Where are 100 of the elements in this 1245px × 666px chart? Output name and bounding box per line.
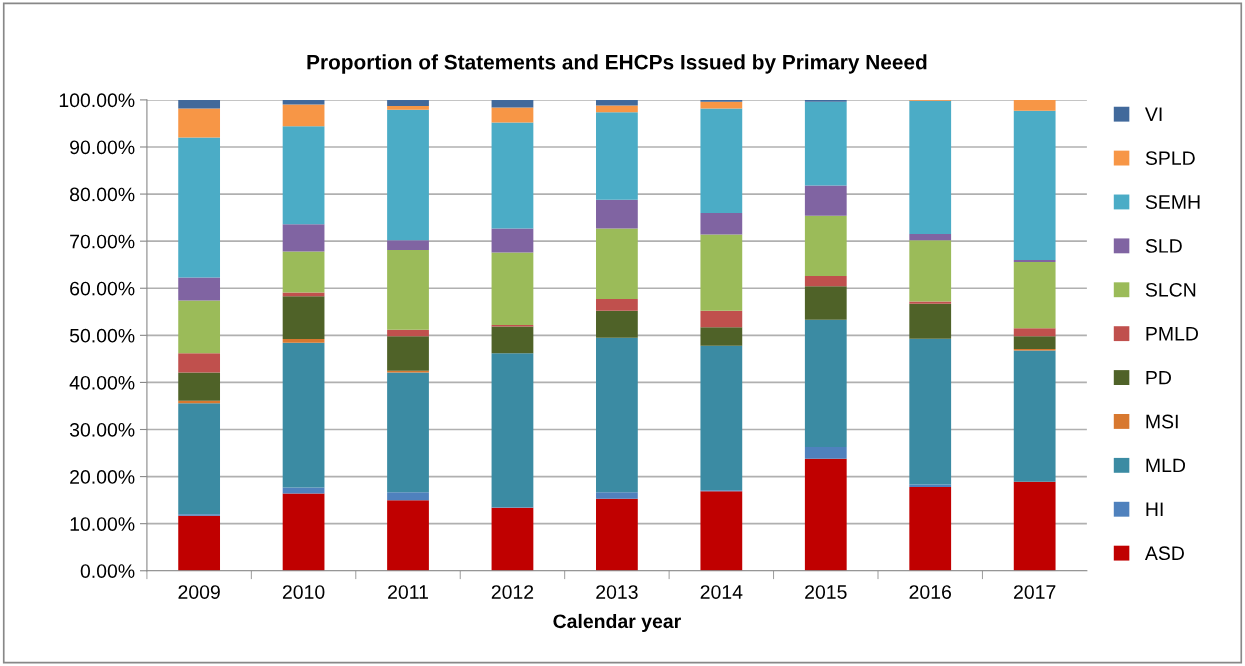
bar [387,500,429,571]
x-tick-label: 2014 [700,585,743,599]
bar [178,403,221,515]
bar [387,492,429,501]
bar [178,515,221,571]
legend-label: PMLD [1146,327,1198,341]
bar [804,276,847,287]
x-tick-label: 2009 [178,585,220,599]
y-tick-label: 30.00% [69,422,135,437]
legend-label: SPLD [1145,151,1195,166]
x-tick-label: 2016 [909,585,951,599]
y-tick-label: 50.00% [69,328,135,343]
bar [1013,261,1056,329]
bar [909,240,952,302]
y-tick-label: 40.00% [69,375,135,390]
bar [282,224,325,252]
bar [596,310,638,338]
bar [1013,99,1056,111]
y-tick-label: 60.00% [70,281,135,296]
bar [804,101,847,186]
bar [491,353,534,508]
bar [387,106,429,110]
bar [178,372,221,401]
bar [700,491,743,571]
bar [1013,350,1056,482]
legend-label: HI [1146,502,1163,516]
bar [491,252,534,325]
y-tick-label: 90.00% [70,140,135,155]
bar [700,345,743,491]
bar [282,251,325,293]
bar [1013,110,1056,260]
bar [491,228,534,253]
bar [804,446,847,459]
y-tick-label: 80.00% [70,187,135,202]
bar [909,100,952,235]
bar [596,498,638,571]
bar [1013,328,1056,337]
x-tick-label: 2015 [805,585,847,599]
bar [596,99,638,106]
bar [1013,481,1056,571]
bar [596,299,638,311]
bar [387,250,429,330]
bar [804,286,847,320]
bar [282,493,325,571]
bar [909,486,952,571]
bar [387,99,429,107]
bar [700,212,743,235]
bar [700,101,743,109]
bar [387,336,429,371]
x-axis-title: Calendar year [553,613,681,633]
bar [178,108,221,138]
bar [700,310,743,328]
legend-label: MLD [1146,458,1186,473]
bar [491,122,534,229]
bar [178,300,221,354]
bar [700,327,743,346]
y-tick-label: 100.00% [59,93,135,108]
bar [804,215,847,276]
legend-label: SEMH [1145,195,1200,209]
x-tick-label: 2017 [1014,585,1056,599]
bar [804,458,847,571]
bar [282,342,325,488]
legend-label: SLD [1145,239,1182,253]
legend-label: VI [1144,107,1162,121]
bar [387,372,429,493]
bar [909,234,952,241]
bar [282,296,325,340]
bar [491,326,534,354]
bar [282,487,325,494]
bar [909,338,952,485]
legend-label: MSI [1146,414,1178,429]
bar [282,292,325,297]
bar [596,199,638,229]
bar [596,228,638,300]
bar [596,112,638,200]
bar [282,339,325,343]
bar [700,234,743,311]
bar [178,277,221,301]
bar [596,105,638,113]
y-tick-label: 20.00% [70,470,135,484]
bar [1013,336,1056,349]
bar [804,319,847,447]
bar [282,126,325,225]
chart-title: Proportion of Statements and EHCPs Issued by Primary Neeed [307,54,927,74]
x-tick-label: 2012 [491,585,534,599]
bar [387,329,429,337]
bar [387,240,429,251]
y-tick-label: 10.00% [70,517,135,531]
y-tick-label: 0.00% [80,564,135,578]
bar [491,99,534,108]
bar [387,109,429,241]
bar [909,303,952,339]
x-tick-label: 2013 [596,585,638,599]
bar [804,185,847,216]
bar [596,337,638,493]
x-tick-label: 2010 [282,585,325,599]
bar [178,99,221,109]
legend-label: ASD [1144,546,1184,561]
legend-label: SLCN [1145,282,1196,297]
legend-label: PD [1146,370,1171,385]
